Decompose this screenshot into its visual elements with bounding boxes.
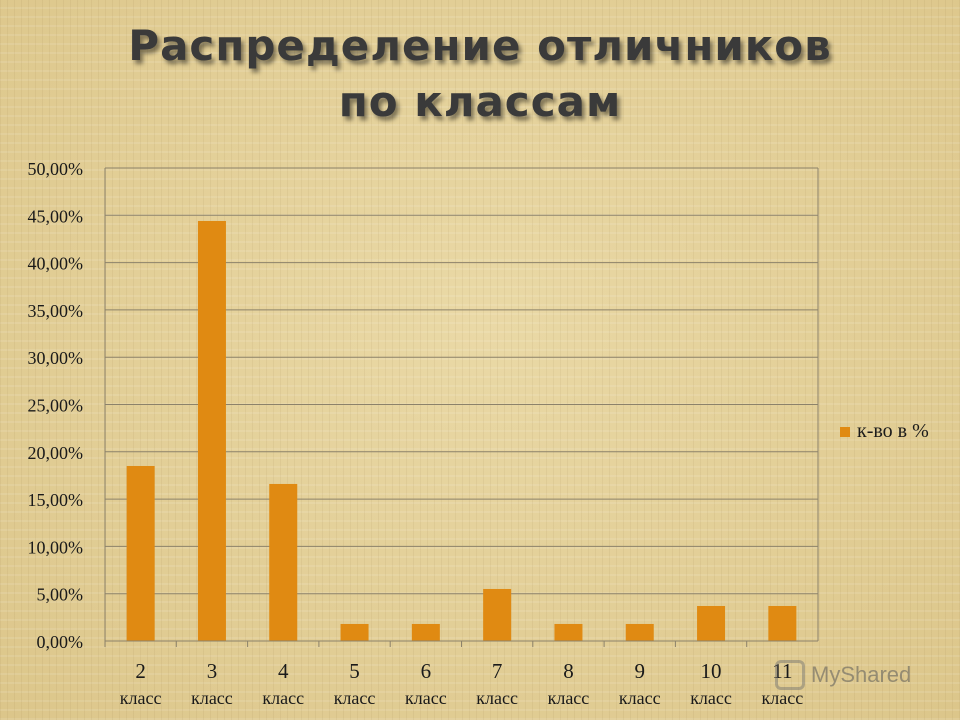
watermark-text: MyShared	[811, 662, 912, 687]
watermark-logo-icon	[775, 660, 805, 690]
watermark: MyShared	[775, 660, 935, 694]
chart-title: Распределение отличников по классам	[0, 18, 960, 130]
y-tick-label: 40,00%	[28, 254, 84, 274]
x-tick-label-word: класс	[120, 688, 162, 708]
x-tick-label-word: класс	[690, 688, 732, 708]
bar	[483, 588, 512, 641]
bar	[697, 605, 726, 641]
x-tick-label-word: класс	[476, 688, 518, 708]
x-tick-label-word: класс	[548, 688, 590, 708]
x-tick-label-word: класс	[761, 688, 803, 708]
bar	[126, 465, 155, 641]
x-tick-label-number: 10	[701, 659, 722, 683]
x-tick-label-number: 9	[635, 659, 646, 683]
bar	[197, 220, 226, 641]
x-tick-label-number: 2	[135, 659, 146, 683]
x-tick-label-word: класс	[405, 688, 447, 708]
bar	[625, 623, 654, 641]
y-tick-label: 10,00%	[28, 537, 84, 557]
legend-label: к-во в %	[857, 420, 929, 442]
bar	[768, 605, 797, 641]
chart-title-line-2: по классам	[338, 77, 622, 126]
legend-swatch	[840, 427, 850, 437]
x-tick-label-number: 5	[349, 659, 360, 683]
x-tick-label-number: 4	[278, 659, 289, 683]
bar	[411, 623, 440, 641]
y-tick-label: 25,00%	[28, 396, 84, 416]
y-tick-label: 0,00%	[37, 632, 84, 652]
y-tick-label: 5,00%	[37, 585, 84, 605]
bar	[340, 623, 369, 641]
x-tick-label-word: класс	[619, 688, 661, 708]
y-tick-label: 15,00%	[28, 490, 84, 510]
y-tick-label: 45,00%	[28, 206, 84, 226]
chart-title-line-1: Распределение отличников	[128, 21, 832, 70]
x-tick-label-number: 3	[207, 659, 218, 683]
bar	[269, 483, 298, 641]
x-tick-label-word: класс	[262, 688, 304, 708]
x-tick-label-number: 8	[563, 659, 574, 683]
y-tick-label: 20,00%	[28, 443, 84, 463]
x-tick-label-number: 7	[492, 659, 503, 683]
bar	[554, 623, 583, 641]
x-tick-label-word: класс	[334, 688, 376, 708]
y-tick-label: 30,00%	[28, 348, 84, 368]
y-tick-label: 50,00%	[28, 159, 84, 179]
y-tick-label: 35,00%	[28, 301, 84, 321]
x-tick-label-word: класс	[191, 688, 233, 708]
x-tick-label-number: 6	[421, 659, 432, 683]
